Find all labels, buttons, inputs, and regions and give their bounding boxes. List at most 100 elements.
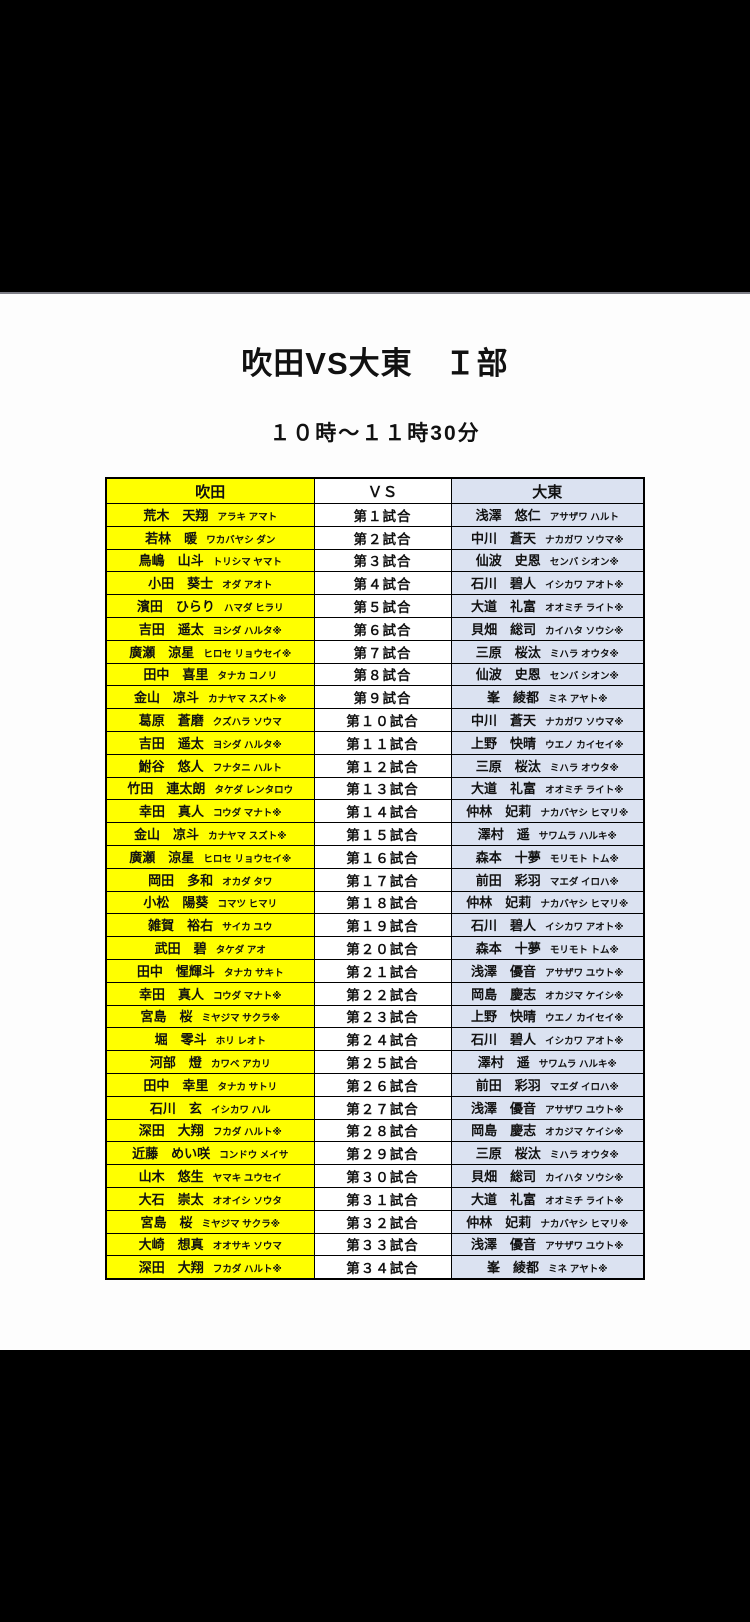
player-kana: イシカワ アオト※ [545,922,624,934]
match-label: 第１６試合 [313,844,452,869]
player-name: 三原 桜汰 [475,758,541,774]
player-name: 仲林 妃莉 [466,895,532,911]
player-cell-daito: 仲林 妃莉 ナカバヤシ ヒマリ※ [450,799,645,824]
match-label: 第３４試合 [313,1255,452,1280]
table-row: 宮島 桜ミヤジマ サクラ※ 第３２試合 仲林 妃莉 ナカバヤシ ヒマリ※ [105,1209,645,1234]
player-cell-suita: 金山 凉斗 カナヤマ スズト※ [105,822,315,846]
player-kana: タナカ コノリ [217,671,278,683]
player-name: 仲林 妃莉 [466,804,532,820]
player-kana: イシカワ ハル [210,1104,271,1116]
player-kana: フナタニ ハルト [212,762,282,774]
player-name: 宮島 桜 [140,1214,193,1230]
player-cell-daito: 岡島 慶志 オカジマ ケイシ※ [450,1118,645,1143]
player-name: 金山 凉斗 [134,690,200,706]
player-kana: タナカ サトリ [217,1081,278,1093]
player-cell-suita: 深田 大翔 フカダ ハルト※ [105,1118,315,1143]
table-row: 大石 崇太 オオイシ ソウタ 第３１試合 大道 礼富 オオミチ ライト※ [105,1186,645,1211]
table-header-row: 吹田 ＶＳ 大東 [105,477,645,504]
player-cell-daito: 浅澤 優音 アサザワ ユウト※ [450,1095,645,1120]
player-cell-daito: 三原 桜汰 ミハラ オウタ※ [450,1141,645,1166]
player-name: 小松 陽葵 [143,895,209,911]
player-cell-daito: 森本 十夢 モリモト トム※ [450,936,645,960]
time-range: １０時～１１時30分 [269,422,481,445]
player-cell-daito: 浅澤 優音 アサザワ ユウト※ [450,1232,645,1257]
match-label: 第３０試合 [313,1164,452,1188]
player-kana: コウダ マナト※ [213,808,282,820]
player-cell-daito: 中川 蒼天 ナカガワ ソウマ※ [450,525,645,550]
player-name: 石川 碧人 [471,576,537,592]
player-name: 石川 碧人 [471,918,537,934]
player-cell-suita: 宮島 桜ミヤジマ サクラ※ [105,1209,315,1234]
table-row: 若林 暖ワカバヤシ ダン 第２試合 中川 蒼天 ナカガワ ソウマ※ [105,525,645,550]
player-name: 宮島 桜 [140,1009,193,1025]
player-kana: サイカ ユウ [222,922,273,934]
table-row: 鮒谷 悠人 フナタニ ハルト 第１２試合 三原 桜汰 ミハラ オウタ※ [105,753,645,778]
player-kana: ミハラ オウタ※ [549,1150,619,1162]
player-name: 岡島 慶志 [471,986,537,1002]
player-name: 大道 礼富 [471,781,537,797]
player-cell-daito: 浅澤 優音 アサザワ ユウト※ [450,958,645,983]
player-cell-daito: 大道 礼富 オオミチ ライト※ [450,594,645,618]
player-kana: タケダ アオ [215,945,266,957]
player-cell-suita: 鮒谷 悠人 フナタニ ハルト [105,753,315,778]
player-kana: イシカワ アオト※ [545,580,624,592]
player-name: 深田 大翔 [138,1260,204,1276]
player-kana: ヤマキ ユウセイ [212,1173,282,1184]
player-name: 峯 綾都 [487,690,540,706]
player-kana: ナカバヤシ ヒマリ※ [540,808,629,820]
player-kana: コンドウ メイサ [219,1150,289,1162]
player-kana: アサザワ ユウト※ [545,967,624,979]
player-kana: コマツ ヒマリ [217,899,278,911]
player-name: 吉田 遥太 [138,621,204,637]
player-name: 中川 蒼天 [471,713,537,729]
player-name: 鮒谷 悠人 [138,758,204,774]
player-name: 大石 崇太 [138,1191,204,1207]
player-name: 田中 幸里 [143,1077,209,1093]
table-row: 雑賀 裕右 サイカ ユウ 第１９試合 石川 碧人 イシカワ アオト※ [105,913,645,938]
table-row: 岡田 多和 オカダ タワ 第１７試合 前田 彩羽 マエダ イロハ※ [105,867,645,892]
match-label: 第１試合 [313,503,452,527]
letterbox-top [0,0,750,292]
player-name: 仙波 史恩 [475,667,541,683]
player-kana: ハマダ ヒラリ [223,603,284,615]
player-cell-suita: 葛原 蒼磨 クズハラ ソウマ [105,708,315,732]
player-name: 吉田 遥太 [138,735,204,751]
player-kana: オオミチ ライト※ [545,785,624,797]
player-cell-suita: 堀 零斗 ホリ レオト [105,1027,315,1052]
player-name: 貝畑 総司 [471,621,537,637]
table-row: 吉田 遥太 ヨシダ ハルタ※ 第６試合 貝畑 総司 カイハタ ソウシ※ [105,616,645,641]
match-label: 第２２試合 [313,981,452,1006]
player-cell-suita: 吉田 遥太 ヨシダ ハルタ※ [105,616,315,641]
player-name: 三原 桜汰 [475,1146,541,1162]
match-label: 第１７試合 [313,867,452,892]
player-name: 峯 綾都 [487,1260,540,1276]
match-label: 第１９試合 [313,913,452,938]
player-name: 浅澤 優音 [471,1237,537,1253]
player-kana: オオミチ ライト※ [545,1195,624,1207]
player-kana: カイハタ ソウシ※ [545,625,624,637]
player-cell-suita: 田中 惺輝斗 タナカ サキト [105,958,315,983]
player-name: 幸田 真人 [138,804,204,820]
match-label: 第３２試合 [313,1209,452,1234]
player-name: 廣瀬 涼星 [129,849,195,865]
player-name: 石川 碧人 [471,1032,537,1048]
table-row: 濱田 ひらり ハマダ ヒラリ 第５試合 大道 礼富 オオミチ ライト※ [105,594,645,618]
player-cell-daito: 仲林 妃莉 ナカバヤシ ヒマリ※ [450,1209,645,1234]
match-label: 第４試合 [313,571,452,596]
player-name: 石川 玄 [149,1100,202,1116]
player-cell-daito: 浅澤 悠仁 アサザワ ハルト [450,503,645,527]
player-cell-suita: 小田 葵士 オダ アオト [105,571,315,596]
player-kana: タナカ サキト [223,967,284,979]
player-kana: アサザワ ハルト [549,511,619,523]
table-row: 廣瀬 涼星 ヒロセ リョウセイ※ 第７試合 三原 桜汰 ミハラ オウタ※ [105,639,645,664]
table-row: 金山 凉斗 カナヤマ スズト※ 第９試合 峯 綾都 ミネ アヤト※ [105,685,645,710]
table-row: 深田 大翔 フカダ ハルト※ 第２８試合 岡島 慶志 オカジマ ケイシ※ [105,1118,645,1143]
player-kana: オオイシ ソウタ [212,1195,282,1207]
player-kana: マエダ イロハ※ [549,1081,619,1093]
player-name: 澤村 遥 [477,1055,530,1071]
player-cell-daito: 峯 綾都 ミネ アヤト※ [450,1255,645,1280]
player-name: 前田 彩羽 [475,872,541,888]
player-name: 澤村 遥 [477,827,530,843]
player-cell-suita: 廣瀬 涼星 ヒロセ リョウセイ※ [105,639,315,664]
player-kana: オカダ タワ [222,876,273,888]
